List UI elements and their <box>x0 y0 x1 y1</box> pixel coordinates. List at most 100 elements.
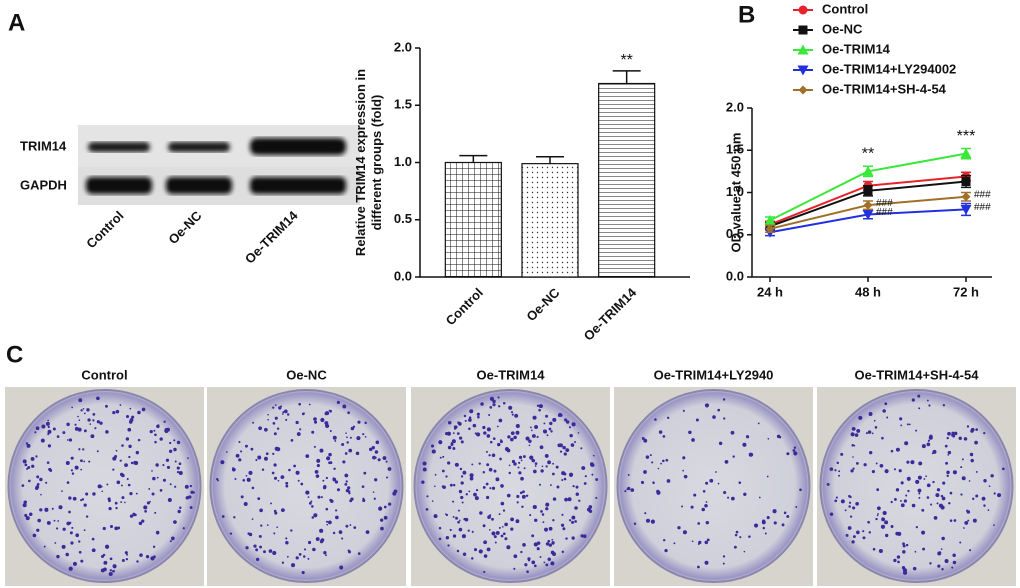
colony <box>518 471 522 475</box>
colony <box>893 497 897 501</box>
colony <box>62 431 66 435</box>
colony <box>941 568 944 571</box>
colony <box>829 512 834 516</box>
colony <box>151 470 153 472</box>
colony <box>377 458 381 462</box>
colony <box>34 431 37 434</box>
colony <box>460 440 464 444</box>
colony <box>486 427 491 432</box>
colony <box>520 459 523 462</box>
colony <box>39 508 43 512</box>
colony <box>71 472 75 475</box>
colony <box>438 537 442 541</box>
colony <box>792 449 796 452</box>
colony <box>146 501 150 505</box>
colony <box>983 479 987 483</box>
colony <box>422 461 427 466</box>
colony <box>127 483 131 487</box>
colony <box>274 404 277 406</box>
colony <box>578 499 581 502</box>
colony <box>471 530 474 533</box>
colony <box>280 508 285 513</box>
x-tick-label: 48 h <box>855 284 881 299</box>
colony <box>492 399 496 404</box>
colony <box>70 456 74 460</box>
colony <box>530 429 533 432</box>
colony <box>571 536 575 540</box>
colony <box>492 437 496 441</box>
colony <box>177 509 181 514</box>
colony <box>508 464 511 467</box>
colony <box>705 520 710 525</box>
colony <box>129 491 133 496</box>
colony <box>96 420 100 424</box>
colony-title: Oe-NC <box>286 367 327 382</box>
panel-label: A <box>8 9 25 36</box>
colony <box>68 566 73 571</box>
colony <box>280 475 285 480</box>
colony <box>912 566 917 571</box>
colony <box>868 531 872 534</box>
colony <box>258 426 262 431</box>
colony <box>467 529 470 532</box>
colony-title: Oe-TRIM14+SH-4-54 <box>855 367 980 382</box>
colony <box>645 455 650 459</box>
colony <box>773 521 777 525</box>
colony <box>853 444 856 447</box>
colony <box>24 463 28 467</box>
colony <box>565 420 570 424</box>
colony <box>52 427 56 431</box>
colony <box>78 398 83 403</box>
colony <box>882 511 887 516</box>
colony <box>334 439 337 442</box>
colony <box>65 552 69 557</box>
colony <box>135 492 138 495</box>
colony <box>906 476 911 481</box>
colony <box>307 496 310 499</box>
colony <box>511 413 514 416</box>
colony <box>968 480 971 482</box>
colony <box>568 519 572 522</box>
colony <box>468 418 472 422</box>
colony <box>975 494 979 498</box>
colony <box>875 462 878 465</box>
colony <box>868 450 873 455</box>
colony <box>68 438 73 442</box>
colony <box>277 479 280 482</box>
colony <box>128 455 131 459</box>
colony <box>363 471 367 475</box>
colony <box>80 559 84 563</box>
colony <box>928 404 931 407</box>
colony <box>500 501 505 506</box>
colony <box>922 547 926 551</box>
blot-lane-label: Oe-NC <box>165 208 205 248</box>
colony <box>462 552 467 556</box>
colony <box>697 522 701 525</box>
colony <box>332 435 337 440</box>
colony <box>764 532 767 535</box>
colony <box>47 419 49 422</box>
colony <box>438 526 442 530</box>
colony <box>895 488 900 492</box>
colony <box>53 519 56 522</box>
colony <box>905 543 909 547</box>
colony <box>983 432 986 435</box>
colony <box>483 431 487 435</box>
colony <box>508 405 513 410</box>
error-bar <box>612 70 641 84</box>
colony <box>927 439 930 442</box>
colony <box>876 506 881 511</box>
colony <box>442 455 445 458</box>
colony <box>929 434 933 439</box>
colony <box>502 509 506 512</box>
colony <box>572 484 575 488</box>
colony <box>483 554 488 558</box>
colony <box>972 518 977 523</box>
colony <box>349 436 352 439</box>
colony <box>75 533 80 538</box>
colony <box>851 540 855 544</box>
colony <box>313 417 317 421</box>
colony <box>879 463 884 468</box>
colony <box>896 555 901 559</box>
colony <box>949 491 953 495</box>
